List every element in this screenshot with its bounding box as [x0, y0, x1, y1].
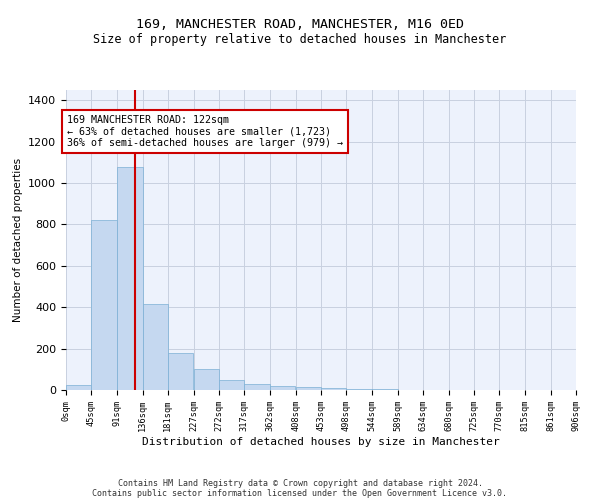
- X-axis label: Distribution of detached houses by size in Manchester: Distribution of detached houses by size …: [142, 437, 500, 447]
- Bar: [117, 166, 143, 390]
- Text: Contains HM Land Registry data © Crown copyright and database right 2024.: Contains HM Land Registry data © Crown c…: [118, 478, 482, 488]
- Bar: [66, 385, 91, 390]
- Text: Contains public sector information licensed under the Open Government Licence v3: Contains public sector information licen…: [92, 488, 508, 498]
- Y-axis label: Number of detached properties: Number of detached properties: [13, 158, 23, 322]
- Bar: [168, 353, 193, 390]
- Bar: [296, 387, 321, 390]
- Bar: [244, 384, 270, 390]
- Text: 169 MANCHESTER ROAD: 122sqm
← 63% of detached houses are smaller (1,723)
36% of : 169 MANCHESTER ROAD: 122sqm ← 63% of det…: [67, 115, 343, 148]
- Bar: [219, 380, 244, 390]
- Bar: [270, 386, 295, 390]
- Bar: [143, 304, 168, 390]
- Bar: [91, 220, 116, 390]
- Text: 169, MANCHESTER ROAD, MANCHESTER, M16 0ED: 169, MANCHESTER ROAD, MANCHESTER, M16 0E…: [136, 18, 464, 30]
- Text: Size of property relative to detached houses in Manchester: Size of property relative to detached ho…: [94, 32, 506, 46]
- Bar: [321, 388, 346, 390]
- Bar: [194, 370, 219, 390]
